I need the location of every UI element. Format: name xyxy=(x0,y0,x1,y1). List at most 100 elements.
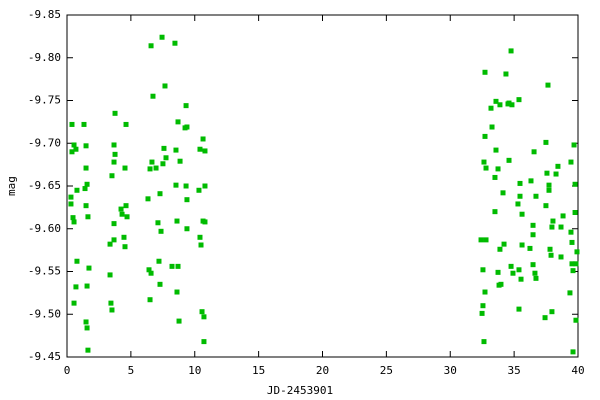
point xyxy=(483,237,489,243)
point xyxy=(109,173,115,179)
y-tick-label: -9.55 xyxy=(28,265,61,278)
point xyxy=(545,82,551,88)
point xyxy=(118,206,124,212)
point xyxy=(84,325,90,331)
point xyxy=(175,119,181,125)
point xyxy=(123,121,129,127)
point xyxy=(506,157,512,163)
point xyxy=(172,40,178,46)
x-tick-label: 40 xyxy=(571,364,584,377)
x-tick-label: 25 xyxy=(380,364,393,377)
point xyxy=(198,242,204,248)
point xyxy=(516,267,522,273)
point xyxy=(121,234,127,240)
point xyxy=(572,210,578,216)
point xyxy=(568,159,574,165)
point xyxy=(83,319,89,325)
point xyxy=(202,148,208,154)
point xyxy=(553,171,559,177)
point xyxy=(183,103,189,109)
point xyxy=(574,249,580,255)
point xyxy=(176,318,182,324)
point xyxy=(501,241,507,247)
point xyxy=(495,269,501,275)
point xyxy=(197,146,203,152)
point xyxy=(533,193,539,199)
point xyxy=(68,194,74,200)
point xyxy=(122,165,128,171)
point xyxy=(73,284,79,290)
point xyxy=(108,300,114,306)
point xyxy=(542,315,548,321)
point xyxy=(150,93,156,99)
point xyxy=(549,224,555,230)
point xyxy=(497,246,503,252)
point xyxy=(543,139,549,145)
y-tick-label: -9.65 xyxy=(28,179,61,192)
y-axis-label: mag xyxy=(5,176,18,196)
point xyxy=(555,163,561,169)
point xyxy=(84,283,90,289)
point xyxy=(73,146,79,152)
y-tick-label: -9.85 xyxy=(28,8,61,21)
point xyxy=(147,166,153,172)
point xyxy=(145,196,151,202)
point xyxy=(517,180,523,186)
point xyxy=(488,105,494,111)
point xyxy=(492,209,498,215)
y-tick-label: -9.50 xyxy=(28,307,61,320)
point xyxy=(85,347,91,353)
point xyxy=(71,142,77,148)
point xyxy=(200,136,206,142)
point xyxy=(199,309,205,315)
point xyxy=(147,297,153,303)
point xyxy=(492,174,498,180)
point xyxy=(86,265,92,271)
point xyxy=(480,267,486,273)
point xyxy=(157,191,163,197)
point xyxy=(568,229,574,235)
point xyxy=(160,161,166,167)
point xyxy=(201,339,207,345)
point xyxy=(158,228,164,234)
point xyxy=(546,182,552,188)
point xyxy=(527,245,533,251)
point xyxy=(530,222,536,228)
point xyxy=(123,203,129,209)
point xyxy=(548,252,554,258)
point xyxy=(112,151,118,157)
point xyxy=(162,83,168,89)
point xyxy=(157,281,163,287)
plot-frame xyxy=(66,14,579,358)
point xyxy=(107,241,113,247)
point xyxy=(517,193,523,199)
point xyxy=(480,303,486,309)
point xyxy=(573,261,579,267)
point xyxy=(74,187,80,193)
point xyxy=(489,124,495,130)
point xyxy=(111,142,117,148)
point xyxy=(148,270,154,276)
point xyxy=(483,165,489,171)
point xyxy=(531,149,537,155)
point xyxy=(570,349,576,355)
point xyxy=(173,147,179,153)
point xyxy=(163,155,169,161)
point xyxy=(202,183,208,189)
point xyxy=(518,276,524,282)
point xyxy=(570,268,576,274)
point xyxy=(530,262,536,268)
point xyxy=(177,158,183,164)
point xyxy=(498,281,504,287)
y-tick-label: -9.70 xyxy=(28,136,61,149)
point xyxy=(183,183,189,189)
point xyxy=(481,159,487,165)
point xyxy=(567,290,573,296)
point xyxy=(497,102,503,108)
point xyxy=(571,142,577,148)
point xyxy=(175,263,181,269)
point xyxy=(543,203,549,209)
point xyxy=(519,211,525,217)
point xyxy=(184,124,190,130)
point xyxy=(481,339,487,345)
